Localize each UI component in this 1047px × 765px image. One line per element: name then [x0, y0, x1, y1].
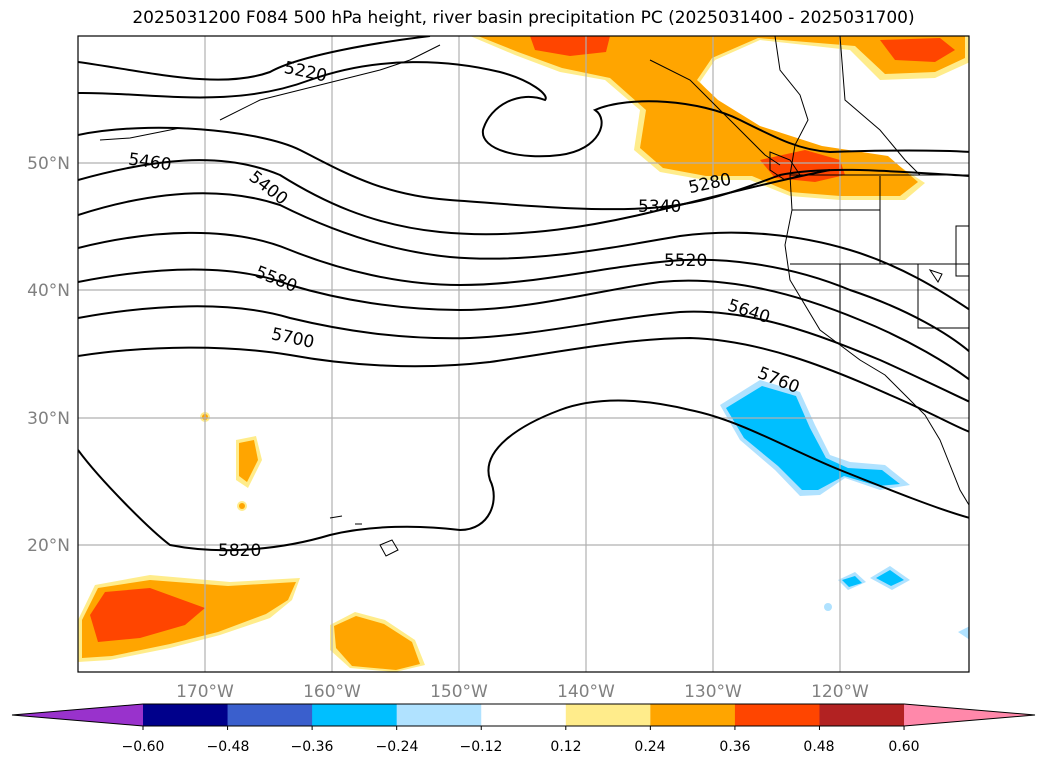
colorbar-tick-label: 0.24 [634, 739, 665, 755]
colorbar-segment [734, 704, 820, 726]
contour-label-5820: 5820 [218, 541, 261, 561]
latitude-labels: 50°N 40°N 30°N 20°N [27, 154, 70, 556]
colorbar-extend-high [904, 704, 1035, 726]
precip-negative-shading [720, 380, 969, 640]
contour-label-5520: 5520 [664, 251, 707, 271]
colorbar-segment [481, 704, 567, 726]
colorbar-tick-label: 0.12 [550, 739, 581, 755]
colorbar-segment [143, 704, 229, 726]
lon-label-150w: 150°W [430, 682, 488, 702]
colorbar-segment [312, 704, 398, 726]
colorbar-tick-labels: −0.60 −0.48 −0.36 −0.24 −0.12 0.12 0.24 … [122, 739, 920, 755]
height-contours [78, 36, 969, 552]
colorbar-tick-label: −0.60 [122, 739, 165, 755]
lon-label-160w: 160°W [303, 682, 361, 702]
colorbar-segment [565, 704, 651, 726]
colorbar-tick-label: −0.12 [460, 739, 503, 755]
contour-label-5580: 5580 [252, 262, 300, 297]
colorbar-tick-label: 0.60 [888, 739, 919, 755]
lon-label-120w: 120°W [811, 682, 869, 702]
lat-label-50n: 50°N [27, 154, 70, 174]
contour-label-5220: 5220 [282, 58, 328, 87]
lon-label-130w: 130°W [684, 682, 742, 702]
colorbar [11, 703, 1036, 730]
coastlines [99, 36, 969, 557]
longitude-labels: 170°W 160°W 150°W 140°W 130°W 120°W [176, 682, 869, 702]
colorbar-extend-low [12, 704, 143, 726]
lon-label-140w: 140°W [557, 682, 615, 702]
colorbar-tick-label: 0.36 [719, 739, 750, 755]
contour-label-5400: 5400 [245, 167, 291, 209]
map-gridlines [78, 36, 969, 672]
contour-label-5640: 5640 [725, 296, 772, 328]
map-area: 5220 5280 5340 5400 5460 5520 5580 5640 … [78, 36, 969, 672]
lon-label-170w: 170°W [176, 682, 234, 702]
contour-label-5460: 5460 [127, 149, 173, 175]
colorbar-tick-label: −0.48 [207, 739, 250, 755]
precip-positive-shading [78, 36, 969, 672]
contour-label-5340: 5340 [638, 197, 681, 217]
colorbar-segment [650, 704, 736, 726]
contour-label-5700: 5700 [269, 324, 315, 353]
lat-label-20n: 20°N [27, 536, 70, 556]
map-title: 2025031200 F084 500 hPa height, river ba… [132, 8, 915, 28]
contour-labels: 5220 5280 5340 5400 5460 5520 5580 5640 … [127, 58, 802, 561]
colorbar-segment [396, 704, 482, 726]
colorbar-segment [819, 704, 905, 726]
colorbar-tick-label: −0.24 [376, 739, 419, 755]
colorbar-tick-label: −0.36 [291, 739, 334, 755]
lat-label-30n: 30°N [27, 409, 70, 429]
lat-label-40n: 40°N [27, 281, 70, 301]
colorbar-segment [227, 704, 313, 726]
map-frame [77, 35, 970, 673]
colorbar-tick-label: 0.48 [803, 739, 834, 755]
